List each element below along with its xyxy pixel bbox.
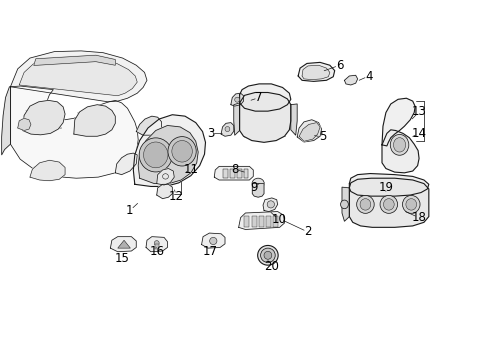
Ellipse shape (143, 142, 167, 168)
Bar (243, 169, 248, 178)
Polygon shape (34, 55, 115, 65)
Text: 1: 1 (126, 204, 133, 217)
Text: 12: 12 (168, 190, 183, 203)
Ellipse shape (139, 138, 172, 172)
Polygon shape (238, 212, 284, 229)
Polygon shape (214, 166, 253, 180)
Bar (229, 169, 234, 178)
Polygon shape (138, 126, 198, 184)
Ellipse shape (379, 195, 397, 213)
Ellipse shape (224, 127, 229, 132)
Ellipse shape (383, 199, 393, 210)
Ellipse shape (264, 251, 271, 259)
Text: 11: 11 (183, 163, 198, 176)
Polygon shape (302, 65, 329, 80)
Ellipse shape (257, 246, 278, 265)
Text: 5: 5 (318, 130, 325, 144)
Bar (266, 216, 271, 226)
Polygon shape (381, 98, 414, 146)
Text: 13: 13 (411, 105, 426, 118)
Ellipse shape (167, 136, 196, 166)
Polygon shape (19, 57, 137, 96)
Polygon shape (133, 115, 205, 186)
Bar (223, 169, 227, 178)
Polygon shape (157, 168, 174, 185)
Polygon shape (110, 237, 136, 252)
Polygon shape (1, 87, 10, 155)
Ellipse shape (260, 248, 275, 262)
Polygon shape (299, 123, 320, 141)
Text: 7: 7 (255, 91, 263, 104)
Polygon shape (239, 84, 290, 111)
Polygon shape (10, 51, 147, 102)
Text: 4: 4 (365, 69, 372, 82)
Ellipse shape (209, 237, 217, 244)
Polygon shape (348, 178, 428, 227)
Text: 15: 15 (114, 252, 129, 265)
Polygon shape (157, 184, 172, 199)
Polygon shape (136, 116, 161, 135)
Ellipse shape (234, 97, 239, 102)
Ellipse shape (402, 195, 419, 213)
Polygon shape (239, 93, 290, 142)
Polygon shape (201, 233, 224, 248)
Polygon shape (233, 103, 239, 135)
Bar (272, 216, 277, 226)
Polygon shape (252, 184, 264, 197)
Text: 20: 20 (264, 260, 278, 273)
Text: 8: 8 (231, 163, 238, 176)
Polygon shape (290, 104, 297, 135)
Polygon shape (263, 198, 277, 212)
Text: 19: 19 (378, 181, 393, 194)
Ellipse shape (393, 138, 405, 152)
Polygon shape (30, 160, 65, 181)
Polygon shape (118, 240, 130, 248)
Ellipse shape (171, 140, 192, 162)
Polygon shape (74, 105, 115, 136)
Ellipse shape (356, 195, 373, 213)
Ellipse shape (405, 199, 416, 210)
Polygon shape (18, 118, 31, 131)
Ellipse shape (389, 134, 408, 155)
Polygon shape (344, 75, 357, 85)
Polygon shape (381, 130, 418, 173)
Text: 3: 3 (206, 127, 214, 140)
Polygon shape (115, 153, 137, 175)
Polygon shape (10, 86, 138, 178)
Ellipse shape (266, 201, 274, 208)
Polygon shape (298, 62, 334, 81)
Ellipse shape (154, 240, 159, 246)
Text: 10: 10 (271, 213, 285, 226)
Polygon shape (348, 174, 428, 196)
Polygon shape (221, 123, 233, 136)
Bar (251, 216, 256, 226)
Text: 16: 16 (149, 245, 164, 258)
Polygon shape (297, 120, 321, 142)
Polygon shape (146, 237, 167, 252)
Polygon shape (230, 93, 243, 106)
Ellipse shape (251, 178, 264, 189)
Bar (236, 169, 241, 178)
Bar (244, 216, 249, 226)
Text: 17: 17 (203, 245, 218, 258)
Text: 18: 18 (411, 211, 426, 224)
Text: 14: 14 (411, 127, 426, 140)
Text: 2: 2 (304, 225, 311, 238)
Text: 6: 6 (335, 59, 343, 72)
Polygon shape (22, 100, 65, 135)
Ellipse shape (340, 200, 347, 209)
Bar (259, 216, 264, 226)
Text: 9: 9 (250, 181, 258, 194)
Bar (155, 244, 158, 249)
Ellipse shape (359, 199, 370, 210)
Polygon shape (341, 187, 348, 221)
